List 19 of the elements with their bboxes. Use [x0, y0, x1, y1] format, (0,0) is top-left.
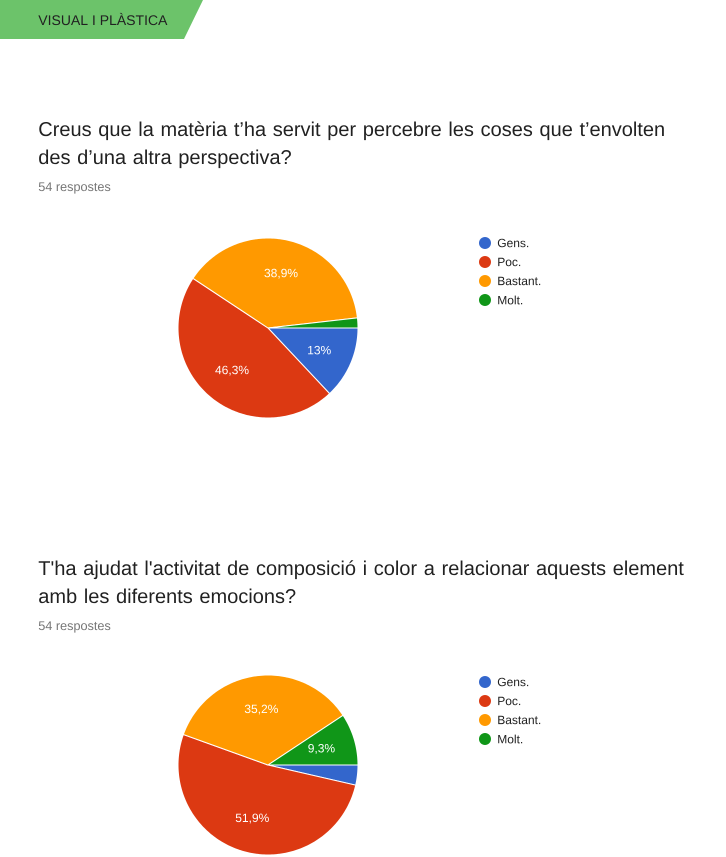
data-label: 38,9% [264, 268, 298, 279]
legend-label: Gens. [498, 678, 528, 686]
text: 54 respostes [38, 182, 110, 194]
legend-label: Poc. [498, 696, 520, 706]
legend-label: Bastant. [498, 716, 540, 724]
chart-title: Creus que la matèria t’ha servit per percebre les coses que t’envolten des d’una altra perspectiva? [39, 121, 664, 168]
legend-label: Gens. [498, 238, 528, 248]
chart-title: T'ha ajudat l'activitat de composició i color a relacionar aquests element amb les diferents emocions? [38, 560, 684, 604]
text: VISUAL I PLÀSTICA [38, 12, 168, 26]
data-label: 9,3% [308, 744, 335, 754]
data-label: 46,3% [215, 366, 249, 376]
data-label: 13% [308, 346, 331, 354]
legend-label: Bastant. [498, 276, 540, 286]
legend-label: Poc. [498, 258, 520, 266]
legend-label: Molt. [498, 296, 522, 304]
data-label: 35,2% [244, 704, 278, 715]
data-label: 51,9% [236, 814, 269, 824]
legend-label: Molt. [498, 734, 522, 744]
text: 54 respostes [38, 621, 110, 633]
